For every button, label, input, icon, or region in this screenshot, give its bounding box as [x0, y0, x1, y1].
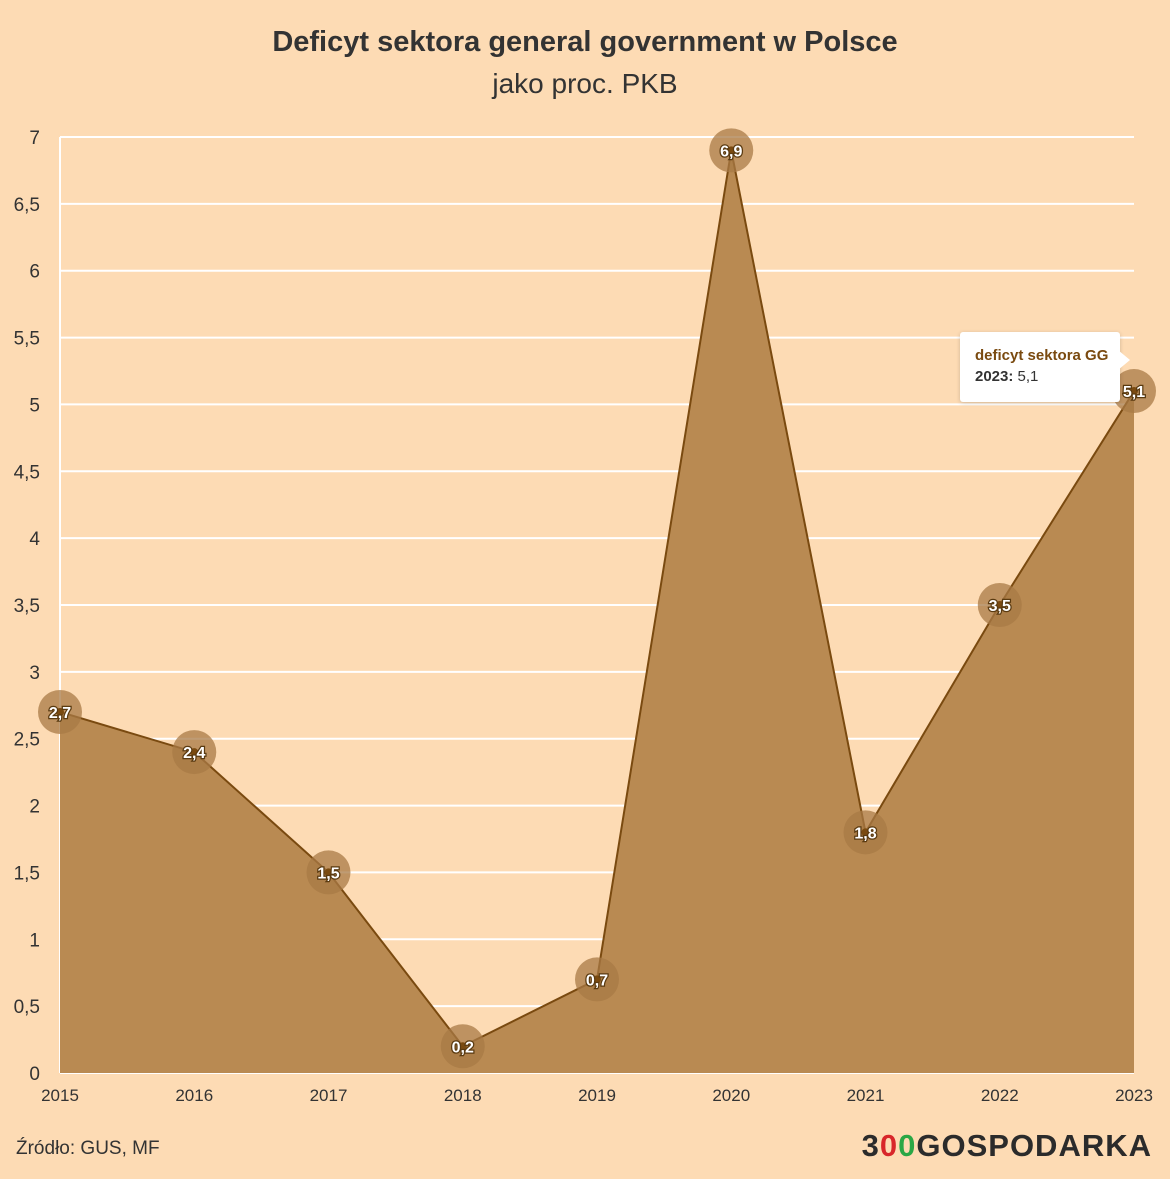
y-tick-label: 5,5: [14, 329, 40, 350]
y-tick-label: 2: [29, 797, 40, 818]
data-point[interactable]: [593, 975, 601, 984]
x-tick-label: 2018: [444, 1086, 482, 1105]
data-label: 3,5: [989, 598, 1011, 615]
y-tick-label: 5: [29, 395, 40, 416]
y-axis: 0 0,5 1 1,5 2 2,5 3 3,5 4 4,5 5 5,5 6 6,5 7: [14, 128, 41, 1085]
x-axis: 2015 2016 2017 2018 2019 2020 2021 2022 2023: [41, 1086, 1153, 1105]
y-tick-label: 3,5: [14, 596, 40, 617]
x-tick-label: 2023: [1115, 1086, 1153, 1105]
data-label: 0,7: [586, 972, 608, 989]
tooltip-year: 2023:: [975, 368, 1014, 385]
y-tick-label: 0: [29, 1064, 40, 1085]
source-note: Źródło: GUS, MF: [16, 1138, 160, 1159]
logo-red-zero: 0: [879, 1128, 899, 1163]
chart-title: Deficyt sektora general government w Pol…: [272, 26, 898, 58]
y-tick-label: 6: [29, 262, 40, 283]
data-markers: 2,7 2,4 1,5 0,2 0,7 6,9 1,8 3,5 5,1: [38, 128, 1156, 1069]
y-tick-label: 0,5: [14, 997, 40, 1018]
data-point[interactable]: [190, 748, 199, 757]
x-tick-label: 2020: [712, 1086, 750, 1105]
data-point[interactable]: [861, 828, 870, 837]
y-tick-label: 1,5: [14, 863, 40, 884]
tooltip-value: 5,1: [1017, 368, 1039, 385]
logo-text: GOSPODARKA: [916, 1128, 1152, 1163]
tooltip-series-name: deficyt sektora GG: [975, 347, 1109, 364]
data-point[interactable]: [458, 1042, 467, 1051]
data-point[interactable]: [727, 146, 736, 155]
x-tick-label: 2022: [981, 1086, 1019, 1105]
area-series: [59, 150, 1135, 1073]
x-tick-label: 2016: [175, 1086, 213, 1105]
data-point[interactable]: [1130, 387, 1138, 396]
chart-subtitle: jako proc. PKB: [492, 68, 678, 99]
x-tick-label: 2015: [41, 1086, 79, 1105]
logo-digit: 3: [861, 1128, 880, 1163]
y-tick-label: 7: [29, 128, 40, 149]
x-tick-label: 2021: [847, 1086, 885, 1105]
x-tick-label: 2017: [310, 1086, 348, 1105]
area-fill: [60, 150, 1134, 1073]
y-tick-label: 4: [29, 529, 40, 550]
data-label: 1,8: [854, 825, 876, 842]
data-point[interactable]: [995, 601, 1004, 609]
brand-logo: 300GOSPODARKA: [862, 1128, 1152, 1164]
y-tick-label: 2,5: [14, 730, 40, 751]
data-label: 1,5: [317, 865, 339, 882]
data-label: 6,9: [720, 143, 742, 160]
data-label: 2,4: [183, 745, 205, 762]
data-point[interactable]: [56, 707, 64, 716]
data-label: 0,2: [452, 1039, 474, 1056]
data-point[interactable]: [324, 868, 333, 877]
data-label: 5,1: [1123, 384, 1145, 401]
data-label: 2,7: [49, 705, 71, 722]
y-tick-label: 4,5: [14, 462, 40, 483]
x-tick-label: 2019: [578, 1086, 616, 1105]
y-tick-label: 6,5: [14, 195, 40, 216]
y-tick-label: 1: [29, 930, 40, 951]
data-tooltip: deficyt sektora GG 2023: 5,1: [960, 332, 1120, 402]
logo-green-zero: 0: [898, 1128, 917, 1163]
y-tick-label: 3: [29, 663, 40, 684]
tooltip-pointer: [1118, 350, 1130, 370]
